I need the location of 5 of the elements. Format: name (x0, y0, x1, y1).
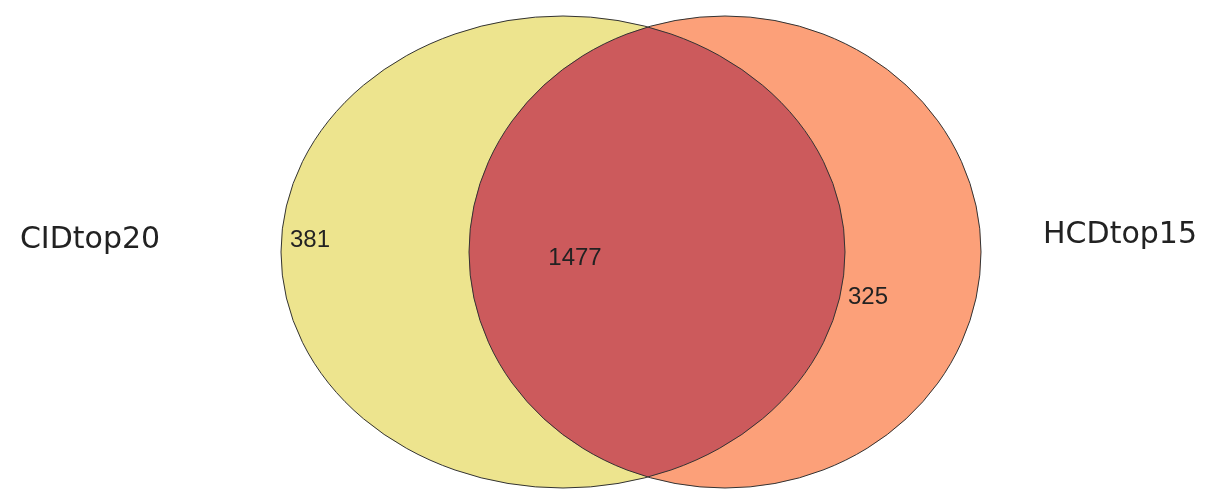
data-label: 381 (289, 224, 331, 252)
data-label: 1477 (548, 242, 602, 270)
category-label: HCDtop15 (1043, 214, 1197, 250)
data-label: 325 (847, 281, 889, 309)
category-label: CIDtop20 (19, 219, 161, 255)
